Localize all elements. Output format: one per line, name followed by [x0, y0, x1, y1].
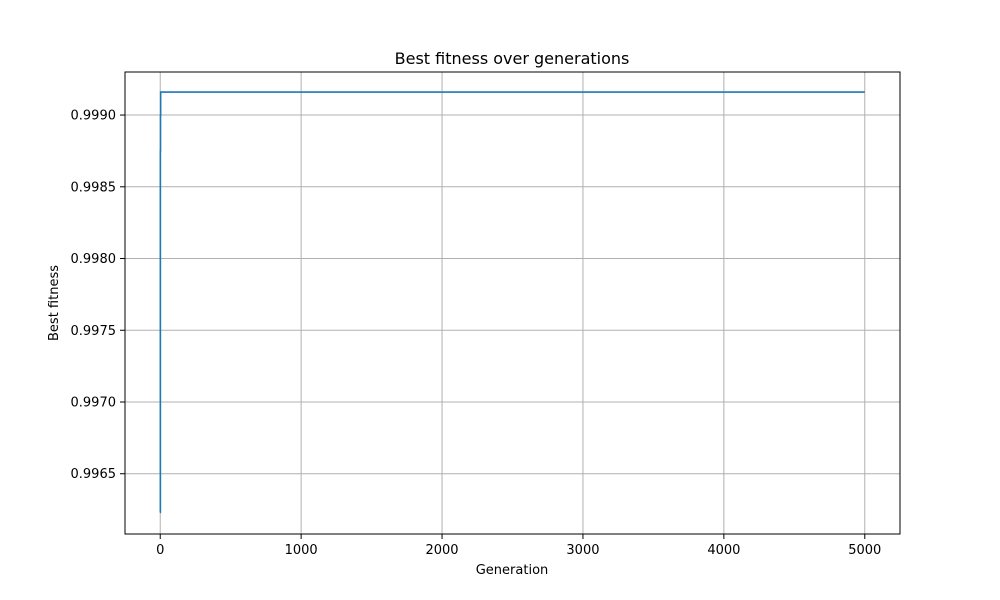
y-tick-label: 0.9980	[71, 252, 117, 267]
y-tick-label: 0.9985	[71, 180, 117, 195]
y-axis-ticks: 0.9965 0.9970 0.9975 0.9980 0.9985 0.9990	[71, 109, 125, 482]
x-tick-label: 5000	[848, 543, 881, 558]
plot-frame	[124, 71, 901, 535]
series-line	[159, 91, 865, 514]
y-axis-label: Best fitness	[47, 265, 62, 341]
x-tick-label: 0	[156, 543, 164, 558]
series-layer	[159, 91, 865, 514]
x-tick-label: 4000	[707, 543, 740, 558]
x-tick-label: 1000	[285, 543, 318, 558]
chart-title: Best fitness over generations	[395, 49, 630, 68]
y-tick-label: 0.9990	[71, 109, 117, 124]
grid	[125, 72, 900, 534]
y-tick-label: 0.9970	[71, 396, 117, 411]
x-axis-label: Generation	[476, 563, 549, 578]
x-tick-label: 3000	[566, 543, 599, 558]
y-tick-label: 0.9965	[71, 467, 117, 482]
y-tick-label: 0.9975	[71, 324, 117, 339]
x-axis-ticks: 0 1000 2000 3000 4000 5000	[156, 534, 881, 558]
x-tick-label: 2000	[425, 543, 458, 558]
